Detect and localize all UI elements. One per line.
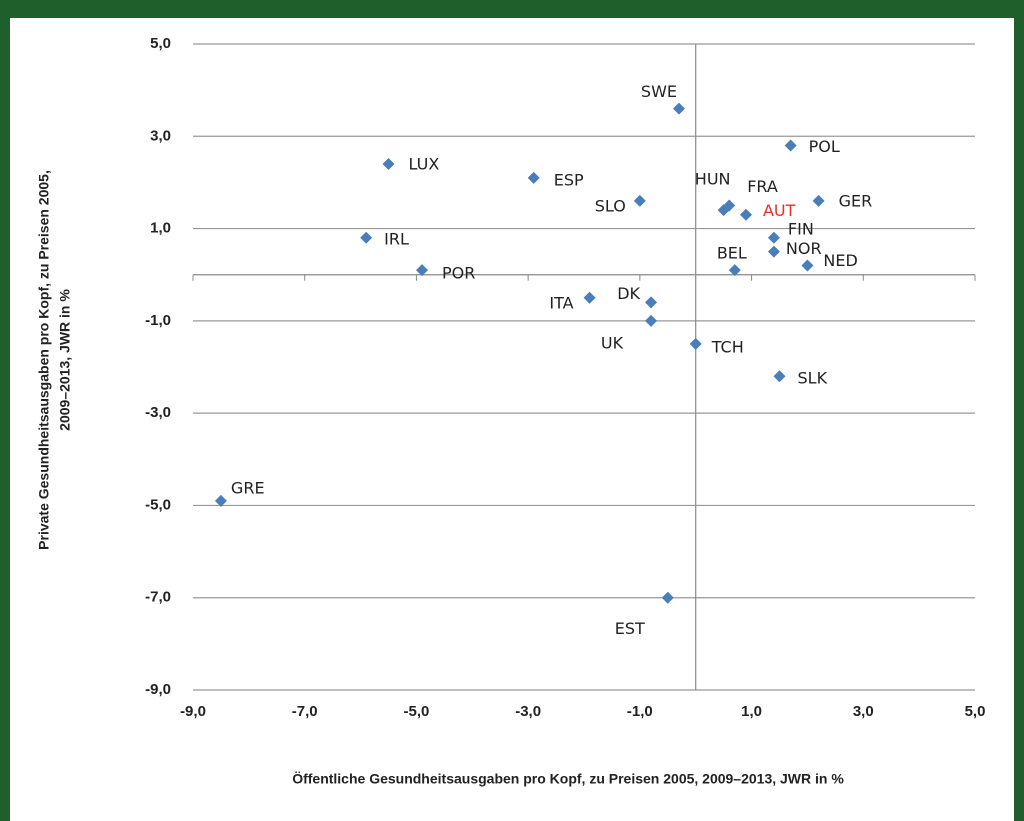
- point-label: NOR: [786, 239, 822, 258]
- point-label: ESP: [554, 170, 584, 189]
- point-label: GRE: [231, 478, 265, 497]
- y-tick-label: -9,0: [145, 681, 171, 698]
- point: [633, 194, 646, 207]
- point-label: GER: [839, 191, 873, 210]
- y-tick-label: 5,0: [150, 35, 171, 52]
- point-label: TCH: [711, 337, 744, 356]
- point: [689, 337, 702, 350]
- point-label: SWE: [641, 82, 677, 101]
- point: [416, 264, 429, 277]
- right-border: [1014, 0, 1024, 821]
- point-label: IRL: [384, 229, 409, 248]
- point-label: HUN: [695, 170, 731, 189]
- point-label: BEL: [717, 244, 747, 263]
- point: [527, 171, 540, 184]
- point: [583, 291, 596, 304]
- x-tick-label: -1,0: [627, 703, 653, 720]
- y-tick-label: -3,0: [145, 404, 171, 421]
- point-label: FIN: [788, 219, 814, 238]
- point: [767, 245, 780, 258]
- point: [214, 494, 227, 507]
- x-tick-label: 3,0: [853, 703, 874, 720]
- point: [773, 370, 786, 383]
- x-axis-title: Öffentliche Gesundheitsausgaben pro Kopf…: [292, 771, 844, 787]
- point: [739, 208, 752, 221]
- x-tick-label: -5,0: [403, 703, 429, 720]
- y-tick-label: 1,0: [150, 220, 171, 237]
- y-tick-label: 3,0: [150, 127, 171, 144]
- y-tick-label: -7,0: [145, 589, 171, 606]
- point-label: UK: [601, 333, 624, 352]
- point: [801, 259, 814, 272]
- point: [645, 296, 658, 309]
- point-label: SLK: [798, 369, 828, 388]
- point: [784, 139, 797, 152]
- x-tick-label: -3,0: [515, 703, 541, 720]
- y-tick-label: -1,0: [145, 312, 171, 329]
- left-border: [0, 0, 10, 821]
- point-label: AUT: [763, 201, 796, 220]
- point: [645, 314, 658, 327]
- y-axis-title: 2009–2013, JWR in %: [57, 289, 73, 431]
- point-label: DK: [617, 284, 640, 303]
- point: [723, 199, 736, 212]
- x-tick-label: -7,0: [292, 703, 318, 720]
- point-label: EST: [615, 619, 645, 638]
- point-label: LUX: [409, 154, 440, 173]
- point: [812, 194, 825, 207]
- point-label: FRA: [747, 177, 778, 196]
- point-label: POR: [442, 264, 475, 283]
- point: [728, 264, 741, 277]
- x-tick-label: 5,0: [965, 703, 986, 720]
- point-label: NED: [823, 251, 857, 270]
- point-label: POL: [809, 137, 840, 156]
- point: [672, 102, 685, 115]
- point: [382, 157, 395, 170]
- point-label: ITA: [549, 293, 573, 312]
- y-tick-label: -5,0: [145, 496, 171, 513]
- x-tick-label: 1,0: [741, 703, 762, 720]
- point: [661, 591, 674, 604]
- x-tick-label: -9,0: [180, 703, 206, 720]
- point: [360, 231, 373, 244]
- point: [767, 231, 780, 244]
- point-label: SLO: [595, 196, 626, 215]
- y-axis-title: Private Gesundheitsausgaben pro Kopf, zu…: [36, 170, 52, 550]
- top-band: [0, 0, 1024, 18]
